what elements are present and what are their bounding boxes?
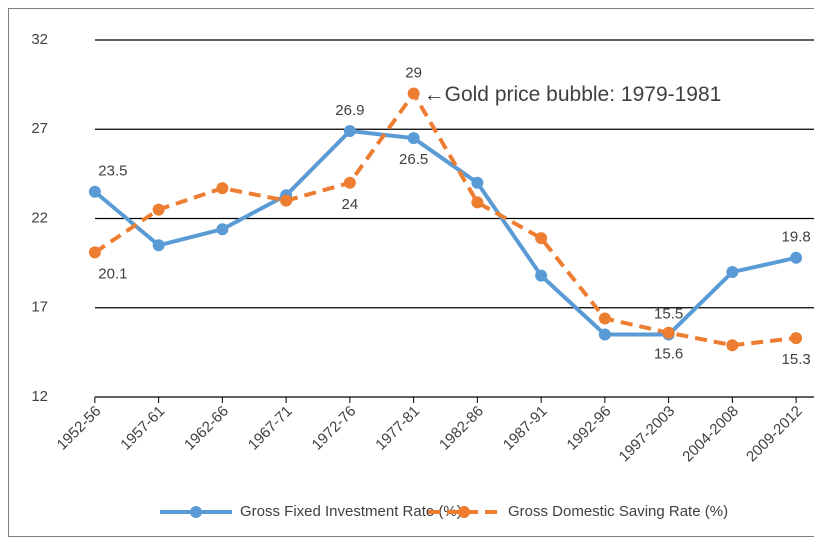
data-point bbox=[662, 326, 675, 339]
data-point bbox=[598, 328, 611, 341]
data-point bbox=[88, 185, 101, 198]
y-tick-label: 32 bbox=[31, 31, 48, 48]
x-tick-label: 1957-61 bbox=[117, 403, 168, 454]
x-tick-label: 1997-2003 bbox=[616, 403, 679, 466]
legend-marker bbox=[190, 506, 202, 518]
series-line bbox=[93, 91, 797, 348]
x-tick-label: 2004-2008 bbox=[679, 403, 742, 466]
y-tick-label: 22 bbox=[31, 209, 48, 226]
data-point bbox=[726, 266, 739, 279]
data-point bbox=[343, 176, 356, 189]
data-label: 19.8 bbox=[782, 229, 811, 246]
data-label: 15.5 bbox=[654, 305, 683, 322]
data-point bbox=[535, 232, 548, 245]
x-tick-label: 1967-71 bbox=[245, 403, 296, 454]
legend-label: Gross Domestic Saving Rate (%) bbox=[508, 503, 728, 520]
legend-label: Gross Fixed Investment Rate (%) bbox=[240, 503, 462, 520]
data-point bbox=[152, 239, 165, 252]
data-point bbox=[407, 132, 420, 145]
x-tick-label: 1982-86 bbox=[436, 403, 487, 454]
data-label: 26.5 bbox=[399, 151, 428, 168]
data-label: 24 bbox=[342, 196, 359, 213]
data-point bbox=[343, 125, 356, 138]
y-tick-label: 17 bbox=[31, 299, 48, 316]
y-tick-label: 27 bbox=[31, 120, 48, 137]
x-tick-label: 1987-91 bbox=[500, 403, 551, 454]
y-tick-label: 12 bbox=[31, 388, 48, 405]
data-point bbox=[790, 251, 803, 264]
chart-border bbox=[8, 8, 814, 537]
x-tick-label: 1952-56 bbox=[54, 403, 105, 454]
data-point bbox=[535, 269, 548, 282]
x-tick-label: 1962-66 bbox=[181, 403, 232, 454]
data-point bbox=[88, 246, 101, 259]
data-point bbox=[216, 182, 229, 195]
data-point bbox=[280, 194, 293, 207]
x-tick-label: 1977-81 bbox=[372, 403, 423, 454]
data-label: 15.6 bbox=[654, 346, 683, 363]
data-label: 15.3 bbox=[782, 351, 811, 368]
data-point bbox=[216, 223, 229, 236]
series-line bbox=[93, 129, 797, 337]
x-tick-label: 2009-2012 bbox=[743, 403, 806, 466]
data-point bbox=[726, 339, 739, 352]
data-point bbox=[152, 203, 165, 216]
data-point bbox=[598, 312, 611, 325]
data-point bbox=[471, 176, 484, 189]
legend-marker bbox=[458, 506, 470, 518]
x-tick-label: 1992-96 bbox=[564, 403, 615, 454]
data-label: 20.1 bbox=[98, 265, 127, 282]
data-label: 23.5 bbox=[98, 163, 127, 180]
annotation: ←Gold price bubble: 1979-1981 bbox=[424, 83, 722, 106]
data-point bbox=[790, 332, 803, 345]
data-point bbox=[407, 87, 420, 100]
data-point bbox=[471, 196, 484, 209]
data-label: 29 bbox=[405, 65, 422, 82]
data-label: 26.9 bbox=[335, 102, 364, 119]
x-tick-label: 1972-76 bbox=[309, 403, 360, 454]
